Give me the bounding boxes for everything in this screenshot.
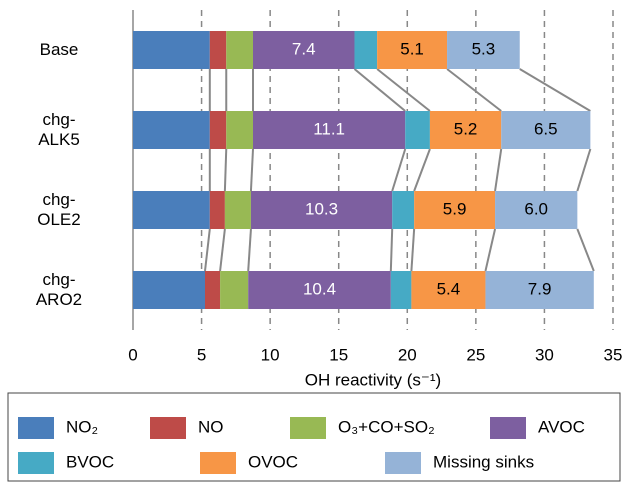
x-tick-label: 0 [128,345,137,364]
legend-label: Missing sinks [433,452,534,471]
data-label: 5.4 [437,279,461,298]
legend-swatch [18,417,54,439]
data-label: 10.3 [305,199,338,218]
legend-label: NO [198,417,224,436]
series-line [376,68,431,112]
y-tick-label: Base [39,40,79,59]
series-line [391,148,407,192]
series-line [219,228,226,272]
legend-swatch [150,417,186,439]
bar-segment [253,111,406,149]
legend-box [7,392,621,482]
legend-label: OVOC [248,452,298,471]
bar-segment [495,191,578,229]
x-axis-label: OH reactivity (s⁻¹) [305,370,441,389]
bar-segment [220,271,249,309]
y-tick-label: chg- OLE2 [37,190,81,229]
bar-segment [392,191,415,229]
bar-segment [414,191,496,229]
x-tick-label: 10 [261,345,280,364]
data-label: 5.2 [454,119,478,138]
legend-label: AVOC [538,417,585,436]
data-label: 7.9 [528,279,552,298]
data-label: 10.4 [303,279,336,298]
legend-label: O₃+CO+SO₂ [338,417,435,436]
bar-segment [209,31,227,69]
bar-segment [133,111,210,149]
bar-segment [501,111,591,149]
series-line [389,228,394,272]
series-line [446,68,502,112]
bar-segment [133,271,205,309]
series-line [494,148,503,192]
x-tick-label: 5 [197,345,206,364]
bar-segment [226,31,253,69]
y-tick-label: chg- ALK5 [38,110,80,149]
legend-swatch [290,417,326,439]
data-label: 7.4 [292,39,316,58]
bar-segment [226,111,253,149]
bar-segment [447,31,520,69]
legend-swatch [200,452,236,474]
legend-swatch [490,417,526,439]
bar-segment [377,31,448,69]
bar-segment [133,31,210,69]
series-line [410,228,416,272]
series-line [519,68,591,112]
bar-segment [485,271,594,309]
bar-segment [405,111,430,149]
x-tick-label: 20 [398,345,417,364]
series-line [484,228,497,272]
data-label: 6.0 [524,199,548,218]
data-label: 6.5 [534,119,558,138]
x-tick-label: 30 [535,345,554,364]
x-tick-label: 15 [329,345,348,364]
series-line [576,148,592,192]
y-tick-label: chg- ARO2 [35,270,83,309]
data-label: 5.3 [472,39,496,58]
legend-label: NO₂ [66,417,98,436]
data-label: 5.1 [400,39,424,58]
bar-segment [253,31,355,69]
bar-segment [133,191,210,229]
bar-segment [224,191,251,229]
x-tick-label: 25 [466,345,485,364]
bar-segment [209,191,225,229]
bar-segment [411,271,486,309]
legend-label: BVOC [66,452,114,471]
data-label: 11.1 [313,119,345,138]
legend-swatch [385,452,421,474]
series-line [247,228,252,272]
x-tick-label: 35 [604,345,623,364]
bar-segment [248,271,391,309]
bar-segment [354,31,378,69]
series-line [223,148,228,192]
legend-swatch [18,452,54,474]
series-line [353,68,406,112]
series-line [204,228,211,272]
bar-segment [205,271,221,309]
series-line [576,228,595,272]
bar-segment [429,111,502,149]
series-line [249,148,254,192]
bar-segment [390,271,412,309]
bar-segment [250,191,393,229]
series-line [413,148,431,192]
bar-segment [209,111,227,149]
data-label: 5.9 [443,199,467,218]
